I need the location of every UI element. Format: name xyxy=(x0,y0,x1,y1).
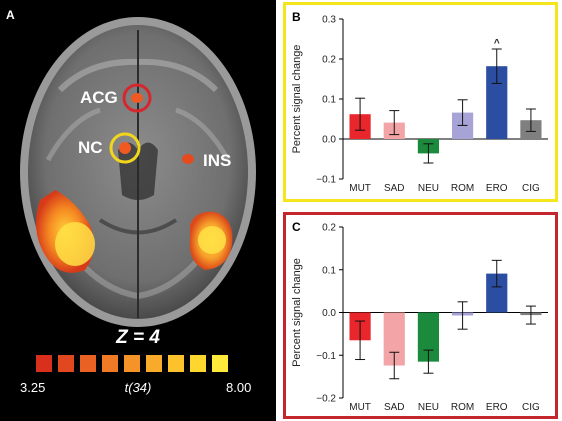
x-tick-label: ERO xyxy=(486,402,508,413)
x-tick-label: SAD xyxy=(384,402,405,413)
y-tick-label: −0.2 xyxy=(316,394,336,405)
scale-statistic-label: t(34) xyxy=(125,380,152,395)
x-tick-label: ROM xyxy=(451,402,474,413)
y-axis-label: Percent signal change xyxy=(291,258,303,367)
brain-scan-figure: A ACG NC INS Z = 4 3.25 t(34) 8.00 xyxy=(6,8,256,395)
y-tick-label: −0.1 xyxy=(316,175,336,186)
y-tick-label: 0.3 xyxy=(322,15,336,26)
scale-swatch xyxy=(212,355,228,372)
x-tick-label: CIG xyxy=(522,402,540,413)
bar-sad xyxy=(383,312,405,366)
chart-panel-c: C Percent signal change −0.2 −0.1 0.0 0.1 0.2 M… xyxy=(283,212,558,419)
ins-label: INS xyxy=(203,151,231,170)
x-tick-label: SAD xyxy=(384,183,405,194)
brain-scan-panel: A ACG NC INS Z = 4 3.25 t(34) 8.00 xyxy=(0,0,276,421)
scale-swatch xyxy=(168,355,184,372)
bar-chart-b: B Percent signal change −0.1 0.0 0.1 0.2 0.3 MU… xyxy=(291,10,548,194)
scale-swatch xyxy=(58,355,74,372)
scale-swatch xyxy=(80,355,96,372)
x-tick-label: NEU xyxy=(418,183,439,194)
bar-chart-c: C Percent signal change −0.2 −0.1 0.0 0.1 0.2 M… xyxy=(291,220,548,413)
acg-activation xyxy=(131,93,143,103)
y-tick-label: 0.0 xyxy=(322,308,336,319)
y-tick-label: 0.2 xyxy=(322,55,336,66)
nc-circle xyxy=(109,132,141,164)
y-tick-label: 0.2 xyxy=(322,223,336,234)
y-tick-label: 0.1 xyxy=(322,95,336,106)
scale-max-label: 8.00 xyxy=(226,380,251,395)
panel-label: B xyxy=(292,10,301,24)
nc-label: NC xyxy=(78,138,103,157)
scale-swatch xyxy=(190,355,206,372)
panel-a-label: A xyxy=(6,8,15,22)
x-tick-label: CIG xyxy=(522,183,540,194)
ins-activation xyxy=(182,154,194,164)
significance-marker: ^ xyxy=(494,38,500,49)
x-tick-label: ROM xyxy=(451,183,474,194)
scale-swatch xyxy=(36,355,52,372)
x-tick-label: ERO xyxy=(486,183,508,194)
acg-label: ACG xyxy=(80,88,118,107)
y-tick-label: 0.0 xyxy=(322,135,336,146)
z-coordinate-label: Z = 4 xyxy=(115,327,160,348)
y-tick-label: 0.1 xyxy=(322,265,336,276)
x-tick-label: MUT xyxy=(349,402,371,413)
panel-label: C xyxy=(292,220,301,234)
chart-panel-b: B Percent signal change −0.1 0.0 0.1 0.2 0.3 MU… xyxy=(283,2,558,202)
bar-ero xyxy=(486,66,508,139)
x-tick-label: NEU xyxy=(418,402,439,413)
nc-activation xyxy=(119,142,131,154)
acg-circle xyxy=(122,83,152,113)
color-scale xyxy=(36,355,228,372)
bar-ero xyxy=(486,273,508,313)
scale-swatch xyxy=(124,355,140,372)
scale-min-label: 3.25 xyxy=(20,380,45,395)
bar-neu xyxy=(417,312,440,362)
y-tick-label: −0.1 xyxy=(316,351,336,362)
x-tick-label: MUT xyxy=(349,183,371,194)
scale-swatch xyxy=(102,355,118,372)
scale-swatch xyxy=(146,355,162,372)
y-axis-label: Percent signal change xyxy=(291,45,303,154)
